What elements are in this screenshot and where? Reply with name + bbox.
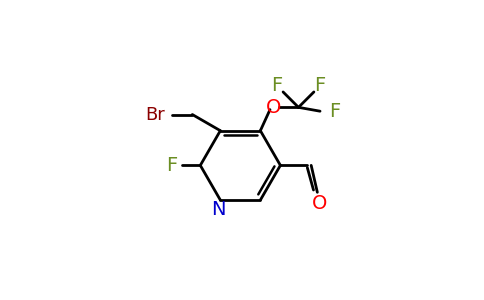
Text: N: N: [212, 200, 226, 219]
Text: Br: Br: [146, 106, 166, 124]
Text: O: O: [312, 194, 327, 213]
Text: F: F: [329, 102, 341, 121]
Text: O: O: [266, 98, 282, 117]
Text: F: F: [272, 76, 283, 95]
Text: F: F: [315, 76, 326, 95]
Text: F: F: [166, 156, 177, 175]
